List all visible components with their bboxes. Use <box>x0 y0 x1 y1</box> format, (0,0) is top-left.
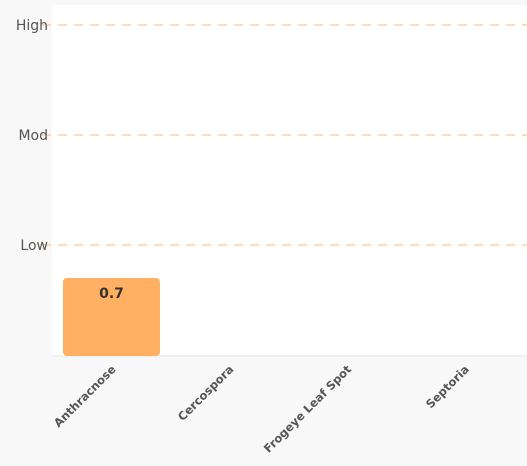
x-tick-label: Anthracnose <box>51 362 119 430</box>
x-axis-tick-labels: Anthracnose Cercospora Frogeye Leaf Spot Se… <box>51 362 472 456</box>
bar-anthracnose <box>63 278 160 356</box>
y-tick-label: High <box>16 18 48 34</box>
x-tick-label: Frogeye Leaf Spot <box>261 362 355 456</box>
data-label: 0.7 <box>99 286 124 302</box>
bars: 0.7 <box>63 278 160 356</box>
x-tick-label: Cercospora <box>175 362 237 424</box>
x-tick-label: Septoria <box>423 362 472 411</box>
y-tick-label: Mod <box>18 128 48 144</box>
y-axis-tick-labels: Low Mod High <box>16 18 48 254</box>
y-tick-label: Low <box>20 238 48 254</box>
